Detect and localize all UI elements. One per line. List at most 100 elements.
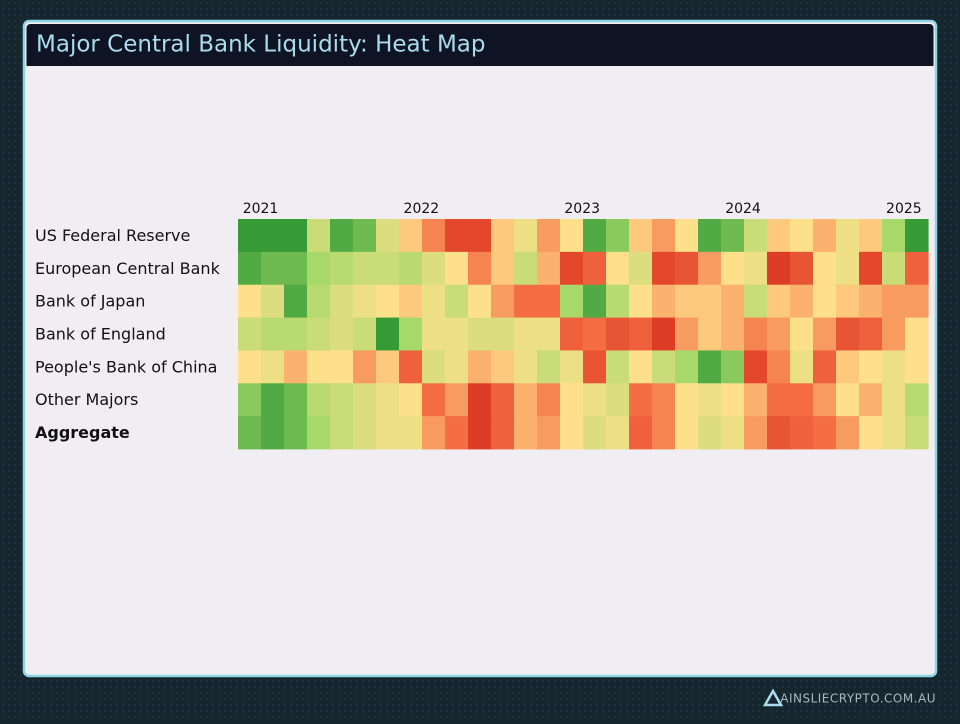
heat-cell xyxy=(790,383,814,417)
heat-cell xyxy=(330,251,354,286)
heat-cell xyxy=(583,383,607,417)
heat-cell xyxy=(307,219,331,253)
heat-cell xyxy=(721,383,745,417)
heat-cell xyxy=(468,284,492,318)
heat-cell xyxy=(399,317,423,351)
heat-cell xyxy=(767,350,791,384)
heat-cell xyxy=(514,383,538,417)
heat-cell xyxy=(330,317,354,351)
heat-cell xyxy=(859,416,883,450)
heat-cell xyxy=(767,317,791,351)
heat-cell xyxy=(422,317,446,351)
heat-cell xyxy=(330,284,354,318)
heat-cell xyxy=(445,317,469,351)
heat-cell xyxy=(675,219,699,253)
heat-cell xyxy=(330,416,354,450)
heat-cell xyxy=(468,416,492,450)
title-bar xyxy=(26,24,934,66)
heat-cell xyxy=(353,219,377,253)
row-label: Bank of Japan xyxy=(35,292,145,311)
heat-cell xyxy=(652,317,676,351)
heat-cell xyxy=(744,383,768,417)
heat-cell xyxy=(882,251,906,286)
heat-cell xyxy=(583,219,607,253)
heat-cell xyxy=(468,350,492,384)
heat-cell xyxy=(859,284,883,318)
row-label: Aggregate xyxy=(35,423,130,442)
heat-cell xyxy=(514,219,538,253)
row-label: European Central Bank xyxy=(35,259,221,278)
heat-cell xyxy=(491,350,515,384)
heat-cell xyxy=(284,284,308,318)
heat-cell xyxy=(606,251,630,286)
heat-cell xyxy=(261,350,285,384)
heat-cell xyxy=(698,383,722,417)
heat-cell xyxy=(376,350,400,384)
heat-cell xyxy=(537,383,561,417)
heat-cell xyxy=(238,350,262,384)
heat-cell xyxy=(767,383,791,417)
heat-cell xyxy=(514,251,538,286)
heat-cell xyxy=(905,383,929,417)
heat-cell xyxy=(399,219,423,253)
heat-cell xyxy=(629,219,653,253)
heat-cell xyxy=(491,284,515,318)
heat-cell xyxy=(836,383,860,417)
heat-cell xyxy=(698,317,722,351)
heat-cell xyxy=(744,416,768,450)
row-label: People's Bank of China xyxy=(35,357,217,376)
heat-cell xyxy=(376,317,400,351)
title: Major Central Bank Liquidity: Heat Map xyxy=(36,32,486,58)
heat-cell xyxy=(353,416,377,450)
heat-cell xyxy=(307,317,331,351)
heat-cell xyxy=(652,416,676,450)
heat-cell xyxy=(583,350,607,384)
heat-cell xyxy=(744,317,768,351)
heat-cell xyxy=(583,416,607,450)
heat-cell xyxy=(721,284,745,318)
heat-cell xyxy=(675,383,699,417)
heat-cell xyxy=(606,317,630,351)
heat-cell xyxy=(813,317,837,351)
heat-cell xyxy=(905,284,929,318)
heat-cell xyxy=(813,219,837,253)
heat-cell xyxy=(629,350,653,384)
x-tick-label: 2021 xyxy=(243,201,279,217)
heat-cell xyxy=(399,284,423,318)
heat-cell xyxy=(238,219,262,253)
heat-cell xyxy=(652,350,676,384)
heat-cell xyxy=(422,284,446,318)
heat-cell xyxy=(560,251,584,286)
heat-cell xyxy=(882,383,906,417)
heatmap: US Federal Reserve European Central Bank B… xyxy=(35,201,929,450)
heat-cell xyxy=(882,317,906,351)
heat-cell xyxy=(905,251,929,286)
heat-cell xyxy=(330,383,354,417)
heat-cell xyxy=(583,284,607,318)
heat-cell xyxy=(836,284,860,318)
heat-cell xyxy=(859,350,883,384)
heat-cell xyxy=(675,317,699,351)
heat-cell xyxy=(399,350,423,384)
heat-cell xyxy=(238,251,262,286)
x-tick-label: 2025 xyxy=(886,201,922,217)
heat-cell xyxy=(284,350,308,384)
heat-cell xyxy=(376,251,400,286)
heat-cell xyxy=(790,251,814,286)
heat-cell xyxy=(238,383,262,417)
x-tick-label: 2022 xyxy=(404,201,440,217)
heat-cell xyxy=(721,251,745,286)
heat-cell xyxy=(652,251,676,286)
heat-cell xyxy=(445,284,469,318)
heat-cell xyxy=(905,416,929,450)
heat-cell xyxy=(353,284,377,318)
heat-cell xyxy=(790,219,814,253)
heat-cell xyxy=(376,383,400,417)
heat-cell xyxy=(813,416,837,450)
heat-cell xyxy=(445,219,469,253)
heat-cell xyxy=(353,350,377,384)
heat-cell xyxy=(537,284,561,318)
heat-cell xyxy=(284,416,308,450)
row-label: Other Majors xyxy=(35,390,138,409)
